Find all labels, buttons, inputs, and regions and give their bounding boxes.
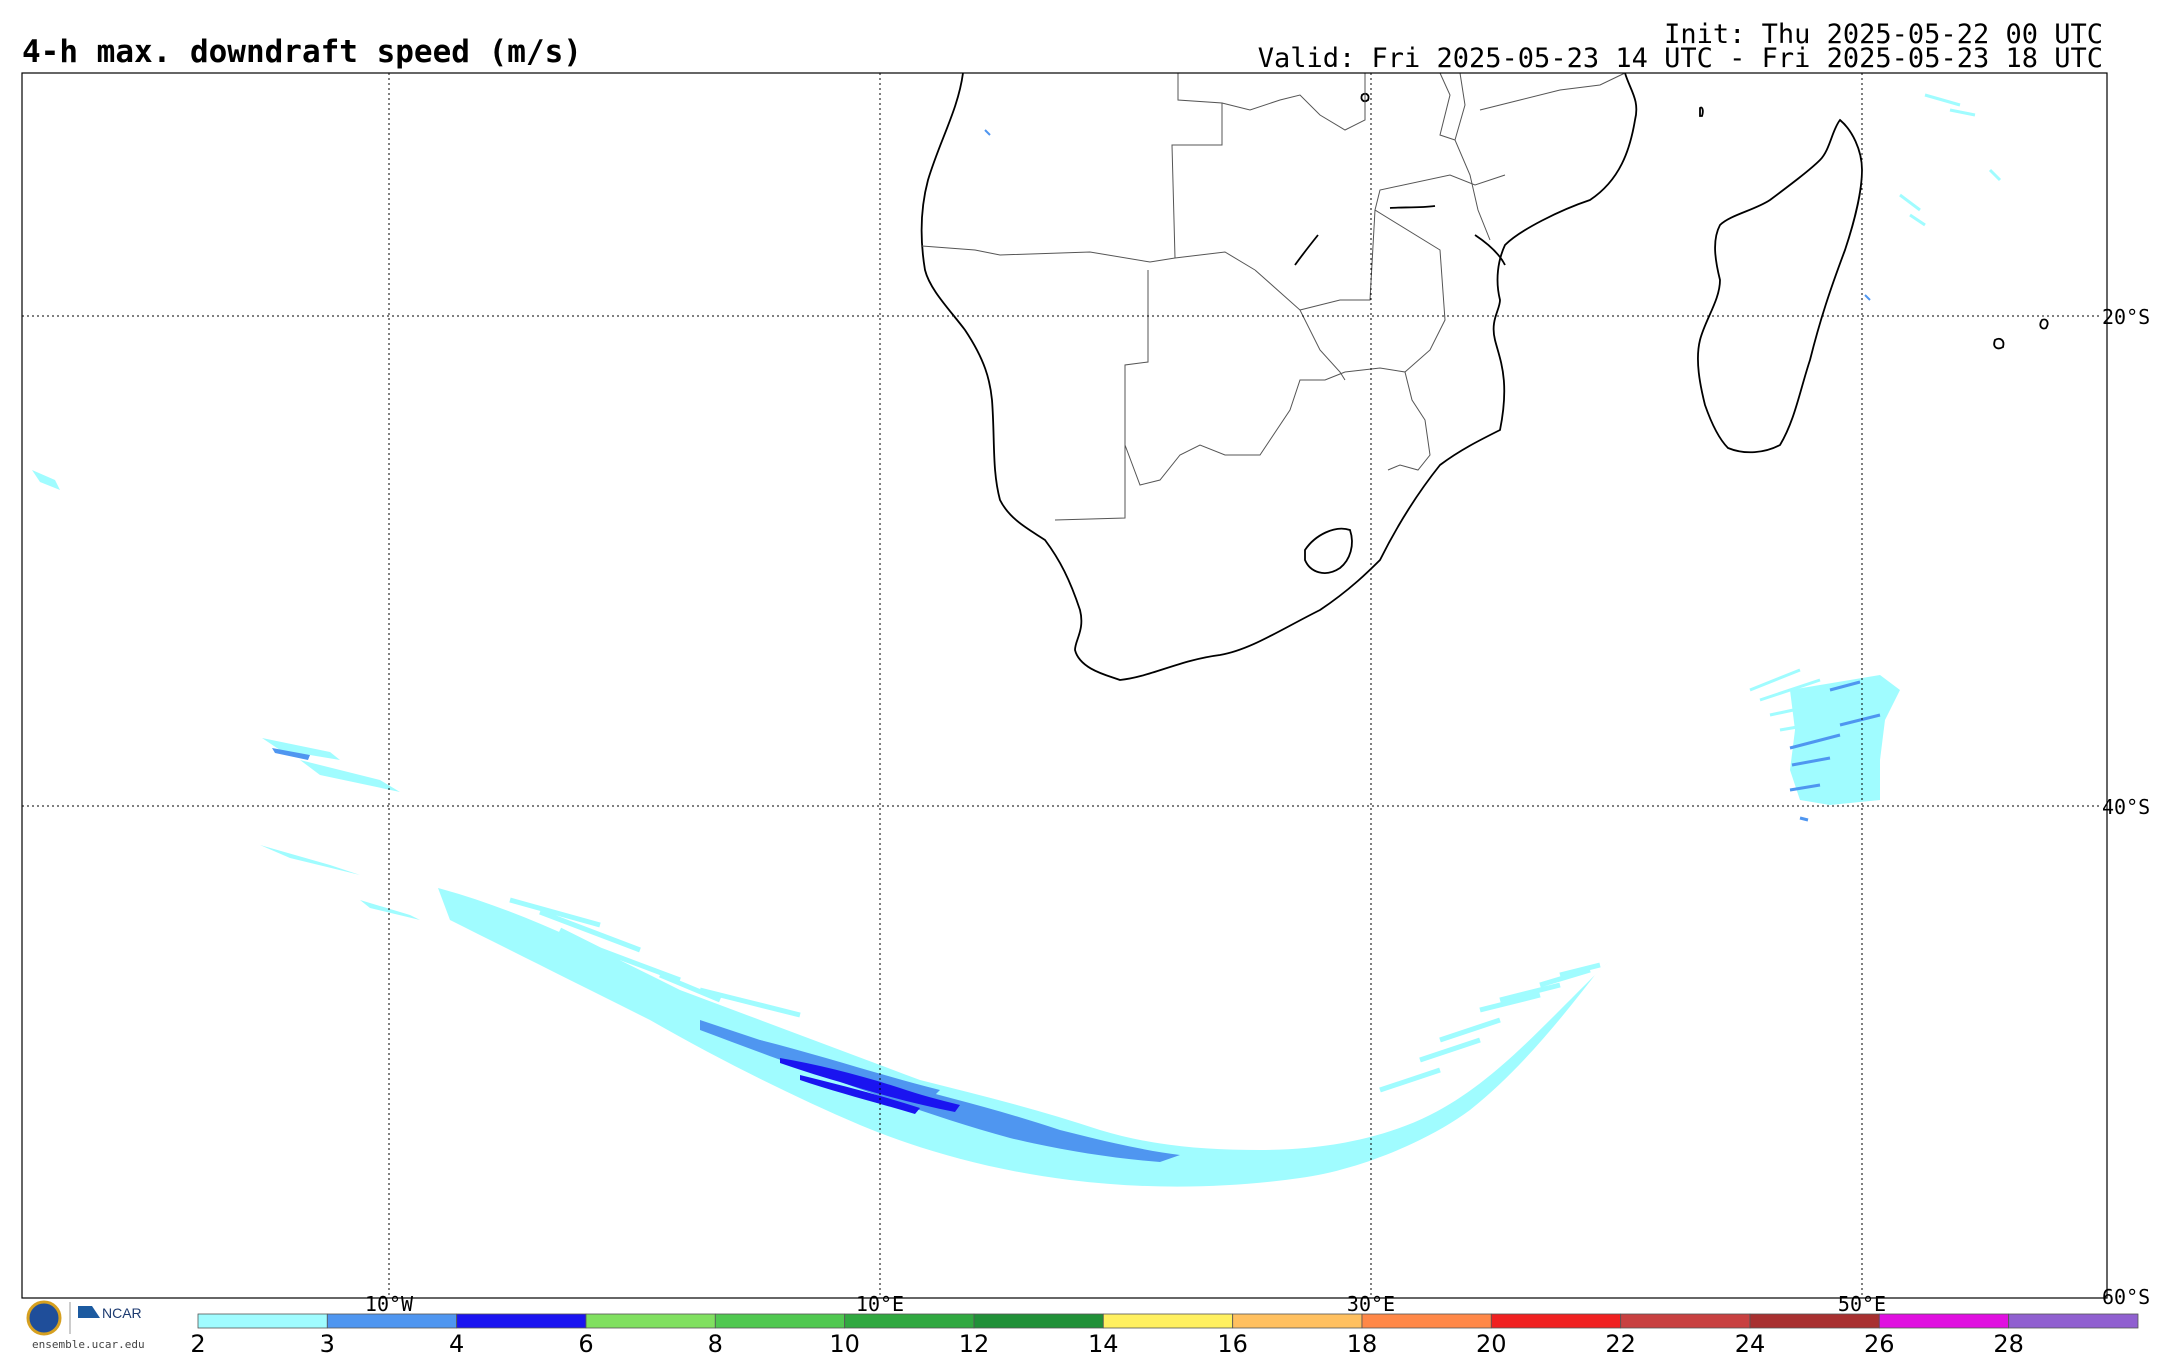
lake-3 [1294,234,1319,266]
colorbar-segment [197,1313,328,1329]
colorbar-segment [1232,1313,1363,1329]
border-2 [1054,270,1149,521]
downdraft-field [32,93,2002,1187]
field-arc-mid-2 [760,1040,940,1100]
border-10 [1454,72,1491,241]
lesotho [1304,527,1353,574]
colorbar-segment [1878,1313,2010,1329]
ncar-logo [78,1306,100,1318]
colorbar-tick-label: 14 [1088,1330,1119,1358]
border-3 [1171,73,1223,259]
border-7 [1299,209,1376,311]
colorbar-segment [1620,1313,1751,1329]
field-west-patch-1 [262,738,340,760]
init-time: Init: Thu 2025-05-22 00 UTC [1664,19,2103,50]
valid-time: Valid: Fri 2025-05-23 14 UTC - Fri 2025-… [1257,43,2103,74]
colorbar-tick-label: 2 [190,1330,206,1358]
field-arc-streaks [509,897,1601,1093]
figure-title: 4-h max. downdraft speed (m/s) [22,34,582,70]
ncar-logo-text: NCAR [102,1305,142,1321]
colorbar-tick-label: 6 [578,1330,594,1358]
lat-label-20s: 20°S [2102,305,2151,329]
island-1 [1993,337,2005,350]
border-8 [1124,371,1346,486]
border-1 [921,245,1256,271]
colorbar-segment [1361,1313,1492,1329]
colorbar-tick-label: 4 [449,1330,465,1358]
madagascar-coast [1697,118,1863,454]
lon-label-10e: 10°E [855,1292,905,1316]
site-label: ensemble.ucar.edu [32,1338,145,1351]
border-6 [1374,174,1506,373]
colorbar-tick-label: 20 [1476,1330,1507,1358]
border-5 [1344,367,1431,471]
gridlines [22,73,2100,1298]
field-west-patch-5 [32,470,60,490]
lake-2 [1389,205,1436,209]
field-arc-dark-2 [800,1075,920,1114]
colorbar-segment [1490,1313,1622,1329]
africa-coast [920,72,1638,681]
colorbar-tick-label: 8 [707,1330,723,1358]
field-west-dark [272,748,310,760]
colorbar-segment [2008,1313,2139,1329]
map-frame [21,72,2108,1299]
border-9 [1221,73,1366,131]
coastlines [920,72,2049,681]
colorbar-tick-label: 26 [1864,1330,1895,1358]
colorbar-segment [326,1313,457,1329]
colorbar-tick-label: 28 [1993,1330,2024,1358]
field-n-specks [984,129,1871,301]
nsf-logo [26,1300,62,1336]
colorbar-tick-label: 3 [319,1330,335,1358]
lon-label-10w: 10°W [364,1292,414,1316]
island-3 [1699,106,1704,117]
lon-label-50e: 50°E [1837,1292,1887,1316]
country-borders [921,72,1626,521]
branding-logos: NCAR [26,1300,142,1336]
lake-4 [1474,234,1506,266]
border-4 [1254,269,1346,381]
field-arc-light [438,888,1610,1187]
field-se-cluster [1790,675,1900,805]
field-west-patch-4 [360,900,420,920]
colorbar-tick-label: 18 [1346,1330,1378,1358]
field-se-streaks-light [1749,668,1851,732]
field-se-cluster-streaks [1789,680,1881,822]
colorbar-segment [456,1313,587,1329]
colorbar-tick-label: 10 [829,1330,860,1358]
colorbar-segment [973,1313,1104,1329]
border-11 [1479,72,1626,111]
border-12 [1439,72,1456,141]
field-ne-specks [1899,93,2002,227]
colorbar-segment [714,1313,845,1329]
colorbar-segment [1749,1313,1880,1329]
lon-label-30e: 30°E [1346,1292,1396,1316]
field-arc-dark [780,1058,960,1112]
field-arc-mid [700,1020,1180,1162]
colorbar-segment [585,1313,716,1329]
colorbar-segment [844,1313,975,1329]
colorbar-tick-label: 24 [1734,1330,1766,1358]
colorbar-tick-label: 16 [1217,1330,1248,1358]
colorbar-tick-label: 22 [1605,1330,1636,1358]
colorbar [197,1313,2139,1329]
lat-label-60s: 60°S [2102,1285,2151,1309]
field-west-patch-3 [260,845,360,875]
island-2 [2039,318,2049,330]
colorbar-tick-label: 12 [958,1330,990,1358]
field-west-patch-2 [300,760,400,792]
colorbar-segment [1102,1313,1234,1329]
lat-label-40s: 40°S [2102,795,2151,819]
